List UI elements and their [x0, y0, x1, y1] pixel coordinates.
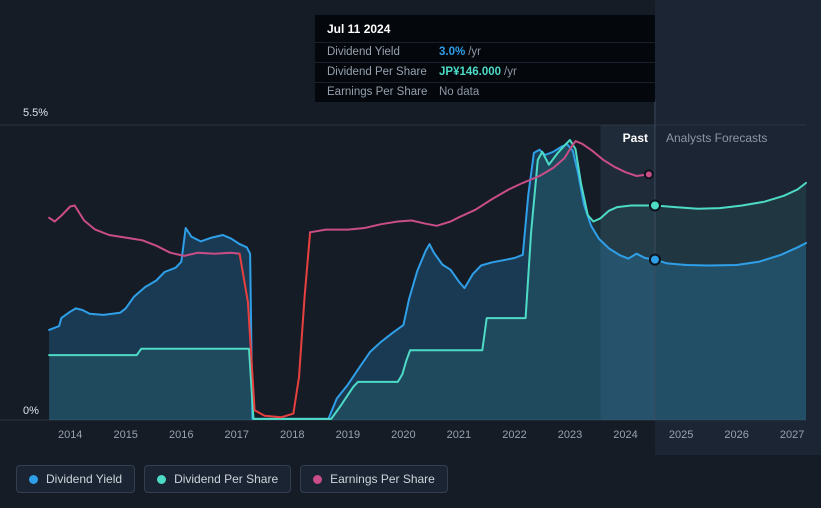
forecast-region: [654, 0, 821, 455]
earnings-per-share-line: [48, 204, 241, 257]
x-tick-2027: 2027: [780, 429, 804, 441]
chart-tooltip: Jul 11 2024 Dividend Yield 3.0%/yr Divid…: [315, 15, 655, 102]
x-tick-2018: 2018: [280, 429, 304, 441]
legend: Dividend Yield Dividend Per Share Earnin…: [16, 465, 448, 493]
x-tick-2017: 2017: [225, 429, 249, 441]
x-tick-2021: 2021: [447, 429, 471, 441]
dividend-per-share-marker[interactable]: [648, 199, 661, 212]
earnings-per-share-line: [309, 140, 650, 234]
x-tick-2025: 2025: [669, 429, 693, 441]
dividend-per-share-line: [48, 139, 807, 420]
x-tick-2019: 2019: [336, 429, 360, 441]
legend-item-earnings-per-share[interactable]: Earnings Per Share: [300, 465, 448, 493]
y-axis-max-label: 5.5%: [23, 107, 49, 119]
tooltip-row-earnings-per-share: Earnings Per Share No data: [315, 82, 655, 102]
analysts-forecasts-label: Analysts Forecasts: [666, 131, 768, 145]
x-tick-2015: 2015: [113, 429, 137, 441]
tooltip-label-dividend-yield: Dividend Yield: [327, 46, 400, 58]
legend-dot-earnings-per-share: [313, 474, 323, 484]
tooltip-value-dividend-per-share: JP¥146.000/yr: [439, 66, 517, 78]
tooltip-row-dividend-yield: Dividend Yield 3.0%/yr: [315, 42, 655, 62]
tooltip-value-earnings-per-share: No data: [439, 86, 480, 98]
tooltip-label-dividend-per-share: Dividend Per Share: [327, 66, 427, 78]
x-tick-2023: 2023: [558, 429, 582, 441]
legend-label-dividend-per-share: Dividend Per Share: [174, 472, 279, 486]
tooltip-label-earnings-per-share: Earnings Per Share: [327, 86, 428, 98]
tooltip-value-dividend-yield: 3.0%/yr: [439, 46, 481, 58]
x-tick-2016: 2016: [169, 429, 193, 441]
x-tick-2024: 2024: [613, 429, 637, 441]
x-tick-2026: 2026: [724, 429, 748, 441]
dividend-per-share-area: [49, 140, 807, 420]
x-tick-2014: 2014: [58, 429, 82, 441]
earnings-per-share-marker[interactable]: [643, 169, 654, 180]
y-axis-min-label: 0%: [23, 405, 39, 417]
legend-dot-dividend-per-share: [157, 474, 167, 484]
legend-label-earnings-per-share: Earnings Per Share: [330, 472, 435, 486]
dividend-yield-area: [49, 144, 807, 421]
dividend-yield-marker[interactable]: [648, 253, 661, 266]
legend-item-dividend-yield[interactable]: Dividend Yield: [16, 465, 136, 493]
dividend-yield-line: [48, 143, 807, 420]
tooltip-row-dividend-per-share: Dividend Per Share JP¥146.000/yr: [315, 62, 655, 82]
earnings-per-share-loss-segment: [238, 231, 312, 419]
x-tick-2022: 2022: [502, 429, 526, 441]
tooltip-date: Jul 11 2024: [327, 22, 391, 36]
legend-label-dividend-yield: Dividend Yield: [46, 472, 123, 486]
legend-item-dividend-per-share[interactable]: Dividend Per Share: [144, 465, 292, 493]
x-tick-2020: 2020: [391, 429, 415, 441]
legend-dot-dividend-yield: [29, 474, 38, 484]
past-label: Past: [622, 131, 648, 145]
